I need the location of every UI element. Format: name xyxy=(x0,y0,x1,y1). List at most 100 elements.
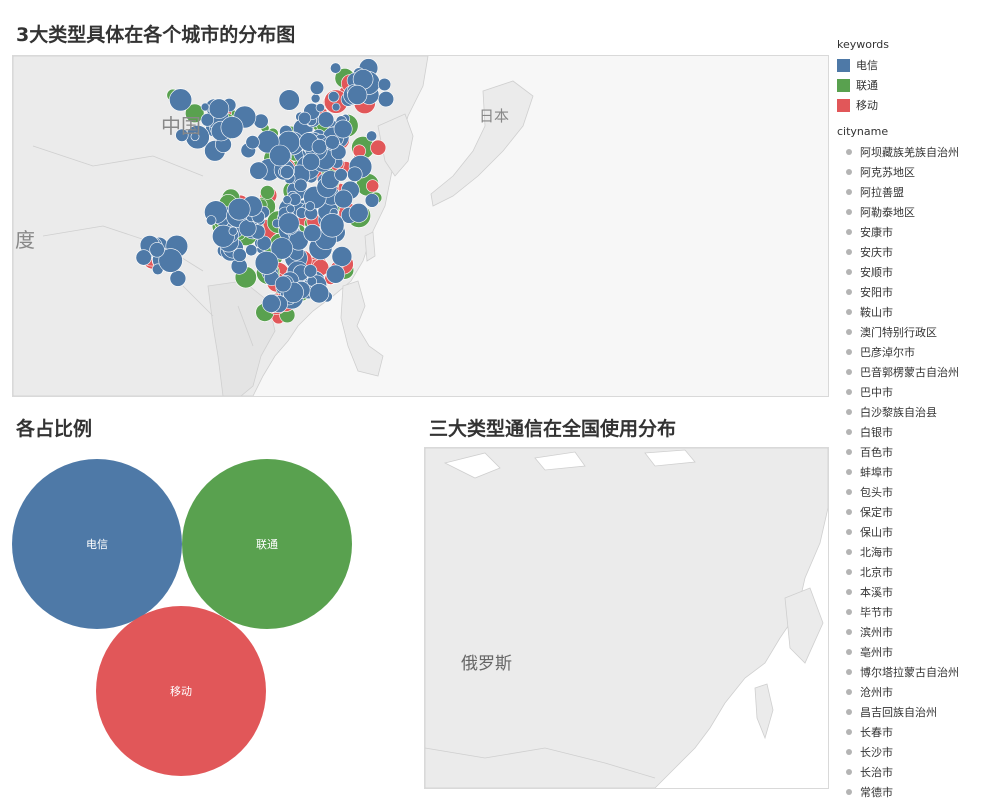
legend-city-item[interactable]: 昌吉回族自治州 xyxy=(837,702,997,722)
city-point[interactable] xyxy=(185,103,205,124)
legend-city-item[interactable]: 巴音郭楞蒙古自治州 xyxy=(837,362,997,382)
legend-city-item[interactable]: 巴中市 xyxy=(837,382,997,402)
city-point[interactable] xyxy=(245,244,258,257)
legend-city-item[interactable]: 白银市 xyxy=(837,422,997,442)
city-point[interactable] xyxy=(227,197,251,221)
bubble-2[interactable] xyxy=(182,459,352,629)
legend-city-item[interactable]: 蚌埠市 xyxy=(837,462,997,482)
city-point[interactable] xyxy=(298,111,312,125)
legend-city-item[interactable]: 北京市 xyxy=(837,562,997,582)
city-point[interactable] xyxy=(311,138,328,155)
city-point[interactable] xyxy=(169,88,193,112)
city-point[interactable] xyxy=(302,152,321,171)
city-point[interactable] xyxy=(278,89,300,111)
legend-city-item[interactable]: 长沙市 xyxy=(837,742,997,762)
legend-city-item[interactable]: 阿坝藏族羌族自治州 xyxy=(837,142,997,162)
city-point[interactable] xyxy=(364,193,380,208)
city-point[interactable] xyxy=(245,135,260,150)
city-point[interactable] xyxy=(347,166,363,182)
city-point[interactable] xyxy=(286,204,295,214)
legend-city-item[interactable]: 白沙黎族自治县 xyxy=(837,402,997,422)
city-point[interactable] xyxy=(249,161,268,180)
city-point[interactable] xyxy=(158,248,183,273)
city-point[interactable] xyxy=(303,264,318,278)
city-point[interactable] xyxy=(220,116,244,139)
city-point[interactable] xyxy=(320,213,345,238)
city-point[interactable] xyxy=(325,135,340,150)
city-point[interactable] xyxy=(331,102,341,112)
city-point[interactable] xyxy=(269,144,291,167)
city-point[interactable] xyxy=(347,84,368,105)
city-point[interactable] xyxy=(254,250,279,275)
legend-keyword-item[interactable]: 电信 xyxy=(837,55,997,75)
city-point[interactable] xyxy=(232,248,247,263)
city-point[interactable] xyxy=(206,215,217,226)
city-point[interactable] xyxy=(309,283,330,304)
city-point[interactable] xyxy=(200,102,210,112)
legend-city-item[interactable]: 亳州市 xyxy=(837,642,997,662)
city-point[interactable] xyxy=(294,178,308,193)
city-point[interactable] xyxy=(328,90,340,103)
legend-city-item[interactable]: 巴彦淖尔市 xyxy=(837,342,997,362)
legend-city-item[interactable]: 本溪市 xyxy=(837,582,997,602)
legend-city-item[interactable]: 安阳市 xyxy=(837,282,997,302)
russia-map[interactable]: 俄罗斯 xyxy=(424,447,829,789)
city-point[interactable] xyxy=(278,212,300,234)
legend-city-item[interactable]: 长春市 xyxy=(837,722,997,742)
bubble-3[interactable] xyxy=(96,606,266,776)
city-point[interactable] xyxy=(149,242,165,258)
city-point[interactable] xyxy=(377,90,395,108)
city-point[interactable] xyxy=(317,111,335,128)
city-point[interactable] xyxy=(169,270,187,287)
legend-keyword-item[interactable]: 联通 xyxy=(837,75,997,95)
city-point[interactable] xyxy=(175,128,189,142)
city-point[interactable] xyxy=(333,119,353,139)
city-point[interactable] xyxy=(238,219,257,238)
legend-city-item[interactable]: 百色市 xyxy=(837,442,997,462)
legend-city-item[interactable]: 包头市 xyxy=(837,482,997,502)
legend-city-item[interactable]: 安顺市 xyxy=(837,262,997,282)
legend-city-item[interactable]: 北海市 xyxy=(837,542,997,562)
city-point[interactable] xyxy=(135,249,152,266)
city-point[interactable] xyxy=(303,224,322,243)
legend-city-item[interactable]: 保定市 xyxy=(837,502,997,522)
city-point[interactable] xyxy=(309,80,325,95)
legend-city-item[interactable]: 澳门特别行政区 xyxy=(837,322,997,342)
city-point[interactable] xyxy=(325,264,345,284)
city-point[interactable] xyxy=(331,246,353,267)
legend-city-item[interactable]: 鞍山市 xyxy=(837,302,997,322)
bubble-1[interactable] xyxy=(12,459,182,629)
city-point[interactable] xyxy=(315,103,325,113)
city-point[interactable] xyxy=(366,179,380,193)
city-point[interactable] xyxy=(200,113,215,127)
city-point[interactable] xyxy=(270,237,293,260)
legend-city-item[interactable]: 长治市 xyxy=(837,762,997,782)
city-point[interactable] xyxy=(334,168,348,182)
city-point[interactable] xyxy=(208,98,230,119)
city-point[interactable] xyxy=(366,130,378,142)
city-point[interactable] xyxy=(348,202,369,223)
city-point[interactable] xyxy=(310,93,321,104)
legend-city-item[interactable]: 毕节市 xyxy=(837,602,997,622)
legend-city-item[interactable]: 安庆市 xyxy=(837,242,997,262)
legend-city-item[interactable]: 阿拉善盟 xyxy=(837,182,997,202)
city-point[interactable] xyxy=(334,189,353,209)
city-point[interactable] xyxy=(330,62,342,74)
legend-city-item[interactable]: 滨州市 xyxy=(837,622,997,642)
city-point[interactable] xyxy=(274,275,292,293)
legend-keyword-item[interactable]: 移动 xyxy=(837,95,997,115)
legend-city-item[interactable]: 安康市 xyxy=(837,222,997,242)
china-map[interactable]: 中国 日本 度 xyxy=(12,55,829,397)
legend-city-item[interactable]: 保山市 xyxy=(837,522,997,542)
legend-city-item[interactable]: 阿克苏地区 xyxy=(837,162,997,182)
city-point[interactable] xyxy=(190,132,200,141)
legend-city-item[interactable]: 博尔塔拉蒙古自治州 xyxy=(837,662,997,682)
city-point[interactable] xyxy=(305,201,316,212)
legend-city-item[interactable]: 阿勒泰地区 xyxy=(837,202,997,222)
city-point[interactable] xyxy=(279,165,294,180)
city-point[interactable] xyxy=(261,293,281,313)
city-point[interactable] xyxy=(228,226,238,236)
city-point[interactable] xyxy=(282,195,292,205)
city-point[interactable] xyxy=(377,77,392,92)
legend-city-item[interactable]: 常德市 xyxy=(837,782,997,802)
